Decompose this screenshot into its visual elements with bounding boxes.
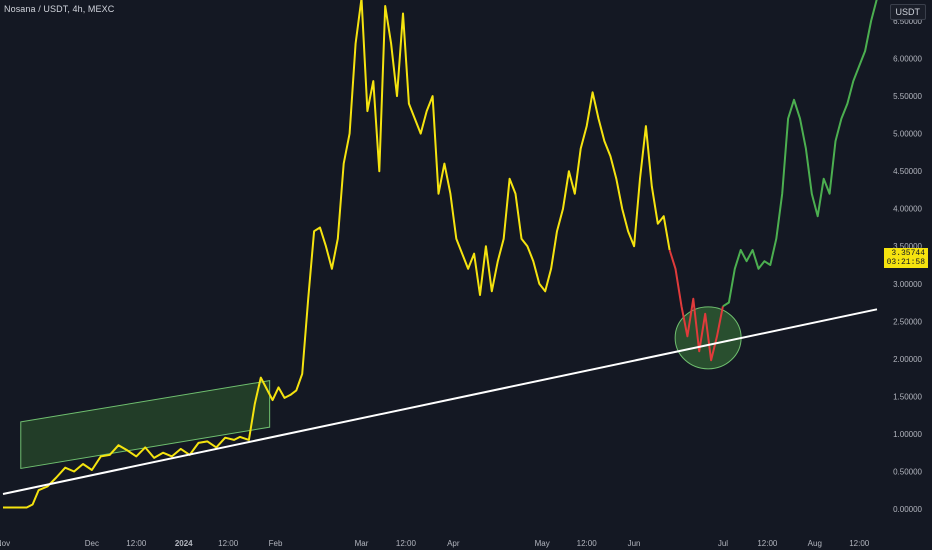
y-tick-label: 0.50000 xyxy=(893,467,922,476)
currency-badge[interactable]: USDT xyxy=(889,4,926,20)
x-tick-label: Dec xyxy=(85,539,99,548)
y-tick-label: 4.00000 xyxy=(893,205,922,214)
x-tick-label: May xyxy=(535,539,550,548)
y-tick-label: 5.50000 xyxy=(893,92,922,101)
price-line-recovery xyxy=(722,0,878,308)
y-tick-label: 2.50000 xyxy=(893,317,922,326)
y-tick-label: 2.00000 xyxy=(893,355,922,364)
y-tick-label: 1.50000 xyxy=(893,392,922,401)
x-tick-label: Feb xyxy=(269,539,283,548)
x-tick-label: Mar xyxy=(355,539,369,548)
y-tick-label: 1.00000 xyxy=(893,430,922,439)
x-tick-label: 2024 xyxy=(175,539,193,548)
y-tick-label: 5.00000 xyxy=(893,130,922,139)
y-tick-label: 0.00000 xyxy=(893,505,922,514)
x-tick-label: 12:00 xyxy=(126,539,147,548)
x-tick-label: Aug xyxy=(808,539,822,548)
y-tick-label: 3.50000 xyxy=(893,242,922,251)
last-price-value: 3.35744 xyxy=(891,248,925,258)
y-tick-label: 4.50000 xyxy=(893,167,922,176)
y-tick-label: 6.00000 xyxy=(893,55,922,64)
channel-annotation xyxy=(20,380,271,470)
x-tick-label: Apr xyxy=(447,539,460,548)
price-line-history xyxy=(3,0,671,509)
support-trendline xyxy=(2,308,878,495)
x-tick-label: Jun xyxy=(628,539,641,548)
x-tick-label: 12:00 xyxy=(577,539,598,548)
x-tick-label: 12:00 xyxy=(396,539,417,548)
x-tick-label: 12:00 xyxy=(757,539,778,548)
y-tick-label: 3.00000 xyxy=(893,280,922,289)
y-tick-label: 6.50000 xyxy=(893,17,922,26)
last-price-label: 3.35744 03:21:58 xyxy=(883,247,928,268)
bar-countdown: 03:21:58 xyxy=(886,257,925,267)
x-tick-label: Jul xyxy=(718,539,728,548)
x-tick-label: 12:00 xyxy=(849,539,870,548)
x-tick-label: Nov xyxy=(0,539,10,548)
price-line-drop xyxy=(668,249,724,362)
chart-title: Nosana / USDT, 4h, MEXC xyxy=(4,4,115,14)
x-tick-label: 12:00 xyxy=(218,539,239,548)
